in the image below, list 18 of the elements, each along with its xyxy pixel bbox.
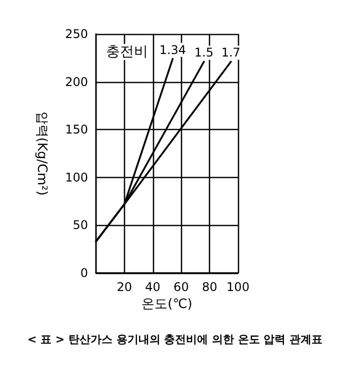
x-axis-title: 온도(℃) [142, 296, 192, 312]
text: < 표 > 탄산가스 용기내의 충전비에 의한 온도 압력 관계표 [28, 333, 322, 346]
x-tick-label: 60 [174, 280, 189, 294]
y-tick-label: 50 [72, 218, 88, 232]
y-tick-label: 250 [65, 27, 88, 41]
y-tick-label: 200 [65, 74, 88, 89]
series-label: 1.7 [221, 46, 240, 60]
x-tick-label: 40 [145, 280, 160, 294]
legend-title: 충전비 [106, 44, 148, 60]
x-tick-label: 20 [116, 280, 132, 294]
series-label: 1.5 [194, 46, 214, 60]
y-axis-title: 압력(Kg/Cm²) [34, 111, 49, 196]
x-tick-label: 80 [202, 280, 218, 294]
y-tick-label: 150 [65, 122, 88, 137]
y-tick-label: 0 [80, 266, 88, 280]
y-tick-label: 100 [65, 170, 88, 184]
series-label: 1.34 [159, 42, 186, 57]
x-tick-label: 100 [226, 280, 250, 294]
